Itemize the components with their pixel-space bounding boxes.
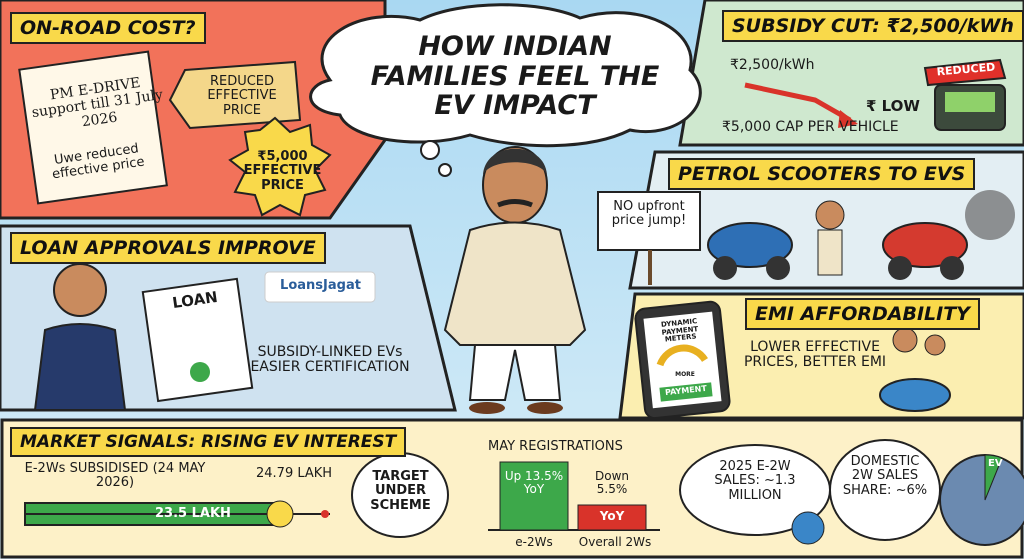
label: ₹ LOW (866, 97, 920, 115)
target-dot (321, 510, 329, 518)
banker-suit (33, 323, 127, 411)
gauge (656, 344, 708, 367)
heading: LOAN APPROVALS IMPROVE (10, 232, 326, 264)
caption: SUBSIDY-LINKED EVs EASIER CERTIFICATION (250, 344, 410, 376)
pie-slice (984, 454, 1003, 501)
note-paper (18, 50, 168, 205)
wheel (766, 256, 790, 280)
man-mustache (497, 199, 533, 208)
title: HOW INDIAN FAMILIES FEEL THE EV IMPACT (370, 31, 660, 122)
heading: EMI AFFORDABILITY (745, 298, 980, 330)
bar-label: YoY (599, 509, 625, 523)
petrol-scooter (882, 222, 968, 268)
seal (190, 362, 210, 382)
wheel (888, 256, 912, 280)
label: E-2Ws SUBSIDISED (24 MAY 2026) (24, 461, 206, 491)
heading: SUBSIDY CUT: ₹2,500/kWh (722, 10, 1024, 42)
cloud-dot (420, 140, 440, 160)
heading: PETROL SCOOTERS TO EVS (668, 158, 976, 190)
price-tag (168, 60, 302, 130)
person-body (817, 229, 843, 276)
battery-cell (945, 92, 995, 112)
smoke (965, 190, 1015, 240)
man-hair (483, 148, 547, 175)
starburst (228, 116, 332, 217)
up-bar (499, 461, 569, 531)
down-arrow (744, 82, 852, 123)
label: ₹2,500/kWh (730, 57, 815, 73)
axis-label: e-2Ws (515, 535, 553, 549)
arrow-head (838, 110, 858, 128)
man-shoe (527, 402, 563, 414)
pie-label: EV (988, 458, 1003, 469)
axis-label: Overall 2Ws (578, 535, 652, 549)
wheel (940, 256, 964, 280)
bar-label: 23.5 LAKH (155, 506, 231, 521)
title-cloud (309, 3, 702, 148)
globe (791, 511, 825, 545)
caption: LOWER EFFECTIVE PRICES, BETTER EMI (743, 339, 887, 371)
banker-head (53, 263, 107, 317)
rider (924, 334, 946, 356)
logo: LoansJagat (280, 278, 361, 293)
man-shoe (469, 402, 505, 414)
man-pants (468, 344, 562, 401)
bubble-text: 2025 E-2W SALES: ~1.3 MILLION (714, 459, 796, 503)
share-bubble (829, 439, 941, 541)
label: MAY REGISTRATIONS (488, 439, 623, 454)
family-scooter (879, 378, 951, 412)
pie (939, 454, 1024, 546)
label: ₹5,000 CAP PER VEHICLE (722, 119, 899, 135)
burst-text: ₹5,000 EFFECTIVE PRICE (243, 149, 322, 193)
payment-button (659, 382, 713, 402)
phone-text: MORE (675, 371, 695, 378)
bubble-text: TARGET UNDER SCHEME (370, 469, 431, 513)
label: 24.79 LAKH (256, 466, 333, 481)
bar-label: Up 13.5% YoY (504, 469, 564, 497)
person-head (815, 200, 845, 230)
heading: MARKET SIGNALS: RISING EV INTEREST (10, 427, 407, 457)
reduced-stamp (923, 58, 1007, 87)
loan-doc (141, 277, 254, 403)
bar-label: Down 5.5% (594, 469, 629, 497)
sign-text: NO upfront price jump! (611, 199, 687, 229)
down-bar (577, 504, 647, 531)
ev-scooter (707, 222, 793, 268)
logo-box (264, 271, 376, 303)
wheel (713, 256, 737, 280)
tag-text: REDUCED EFFECTIVE PRICE (207, 74, 277, 118)
bubble-text: DOMESTIC 2W SALES SHARE: ~6% (842, 454, 928, 498)
heading: ON-ROAD COST? (10, 12, 206, 44)
cloud-dot (438, 163, 452, 177)
smiley (266, 500, 294, 528)
man-kurta (443, 221, 587, 346)
